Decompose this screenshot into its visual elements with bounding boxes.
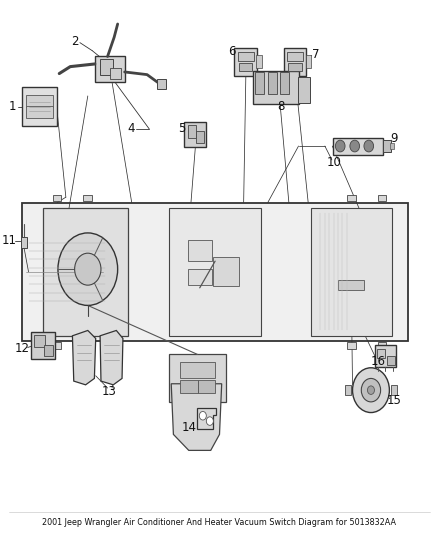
- Bar: [169, 208, 261, 336]
- Text: 13: 13: [101, 385, 116, 398]
- Bar: [297, 77, 310, 103]
- Bar: [26, 106, 53, 118]
- Bar: [22, 203, 407, 341]
- Bar: [237, 52, 253, 61]
- Bar: [234, 48, 257, 76]
- Bar: [256, 55, 261, 68]
- Bar: [390, 385, 396, 395]
- Bar: [346, 342, 355, 349]
- Circle shape: [58, 233, 117, 305]
- Bar: [110, 68, 120, 79]
- Text: 14: 14: [181, 421, 196, 434]
- Bar: [187, 240, 211, 261]
- Bar: [279, 72, 288, 94]
- Bar: [376, 349, 385, 358]
- Text: 5: 5: [178, 123, 185, 135]
- Bar: [346, 195, 355, 201]
- Bar: [169, 354, 226, 402]
- Bar: [286, 52, 302, 61]
- Bar: [83, 342, 92, 349]
- Text: 16: 16: [370, 355, 385, 368]
- Bar: [21, 237, 27, 248]
- Bar: [184, 122, 206, 147]
- Polygon shape: [171, 384, 221, 450]
- Text: 6: 6: [227, 45, 235, 58]
- Bar: [31, 332, 55, 359]
- Text: 4: 4: [127, 123, 134, 135]
- Bar: [187, 125, 195, 138]
- Bar: [53, 342, 61, 349]
- Bar: [187, 269, 211, 285]
- Bar: [305, 55, 310, 68]
- Bar: [374, 345, 395, 367]
- Polygon shape: [72, 330, 95, 385]
- Polygon shape: [100, 330, 123, 385]
- Circle shape: [363, 140, 373, 152]
- Circle shape: [367, 386, 374, 394]
- Bar: [44, 345, 53, 356]
- Bar: [332, 138, 382, 155]
- Text: 2: 2: [71, 35, 78, 47]
- Text: 12: 12: [14, 342, 29, 355]
- Bar: [267, 72, 276, 94]
- Bar: [344, 385, 350, 395]
- Text: 8: 8: [277, 100, 284, 113]
- Bar: [252, 71, 298, 104]
- Bar: [180, 362, 215, 378]
- Text: 15: 15: [386, 394, 401, 407]
- Text: 1: 1: [8, 100, 16, 113]
- Bar: [337, 280, 364, 290]
- Circle shape: [360, 378, 380, 402]
- Bar: [26, 95, 53, 107]
- Bar: [212, 257, 239, 287]
- Bar: [377, 195, 385, 201]
- Circle shape: [199, 411, 206, 420]
- Bar: [156, 79, 166, 89]
- Bar: [53, 195, 61, 201]
- Bar: [377, 342, 385, 349]
- Text: 2001 Jeep Wrangler Air Conditioner And Heater Vacuum Switch Diagram for 5013832A: 2001 Jeep Wrangler Air Conditioner And H…: [42, 518, 396, 527]
- Bar: [239, 63, 252, 71]
- Bar: [83, 195, 92, 201]
- Text: 9: 9: [389, 132, 397, 145]
- Circle shape: [206, 417, 213, 425]
- Circle shape: [349, 140, 359, 152]
- Text: 10: 10: [325, 156, 340, 169]
- Bar: [386, 356, 394, 365]
- Bar: [22, 87, 57, 126]
- Bar: [197, 379, 215, 393]
- Bar: [180, 379, 197, 393]
- Bar: [255, 72, 264, 94]
- Bar: [195, 131, 203, 143]
- Text: 11: 11: [2, 235, 17, 247]
- Circle shape: [74, 253, 101, 285]
- Bar: [283, 48, 306, 76]
- Circle shape: [352, 368, 389, 413]
- Text: 7: 7: [311, 48, 319, 61]
- Bar: [389, 143, 393, 149]
- Bar: [288, 63, 301, 71]
- Bar: [95, 56, 124, 82]
- Bar: [382, 140, 390, 152]
- Circle shape: [335, 140, 344, 152]
- Bar: [310, 208, 391, 336]
- Bar: [43, 208, 128, 336]
- Bar: [99, 59, 113, 75]
- Bar: [34, 335, 45, 347]
- Polygon shape: [196, 408, 215, 429]
